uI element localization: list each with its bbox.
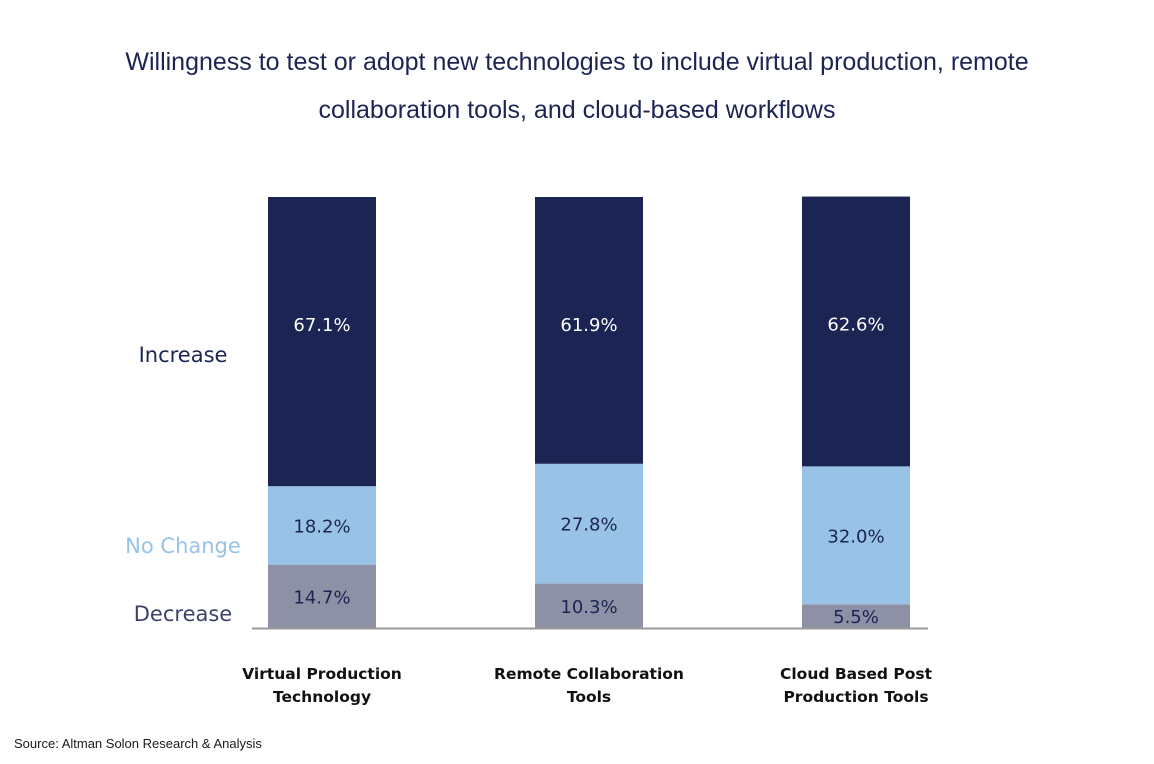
category-label: Tools — [567, 688, 611, 706]
legend-label-increase: Increase — [139, 343, 228, 367]
value-label-no-change: 32.0% — [827, 526, 884, 547]
value-label-increase: 62.6% — [827, 315, 884, 336]
bar-segment-decrease — [802, 604, 910, 628]
value-label-increase: 67.1% — [293, 315, 350, 336]
value-label-no-change: 18.2% — [293, 516, 350, 537]
bar-segment-decrease — [268, 564, 376, 628]
bar-segment-increase — [802, 196, 910, 467]
category-label: Virtual Production — [242, 665, 402, 683]
chart-title-line-2: collaboration tools, and cloud-based wor… — [318, 96, 836, 124]
bar-segment-decrease — [535, 583, 643, 628]
bar-segment-no-change — [802, 466, 910, 605]
bar-segment-increase — [268, 197, 376, 487]
value-label-decrease: 10.3% — [560, 597, 617, 618]
legend-label-decrease: Decrease — [134, 602, 232, 626]
value-label-no-change: 27.8% — [560, 515, 617, 536]
bar-segment-no-change — [535, 463, 643, 584]
category-label: Production Tools — [783, 688, 928, 706]
bar-segment-increase — [535, 197, 643, 464]
category-label: Technology — [273, 688, 371, 706]
category-label: Cloud Based Post — [780, 665, 933, 683]
bar-segment-no-change — [268, 486, 376, 565]
value-label-decrease: 14.7% — [293, 587, 350, 608]
value-label-decrease: 5.5% — [833, 607, 879, 628]
legend-label-no-change: No Change — [125, 534, 241, 558]
value-label-increase: 61.9% — [560, 315, 617, 336]
chart-title: Willingness to test or adopt new technol… — [0, 38, 1154, 134]
source-note: Source: Altman Solon Research & Analysis — [14, 736, 262, 751]
chart-title-line-1: Willingness to test or adopt new technol… — [125, 48, 1029, 76]
category-label: Remote Collaboration — [494, 665, 684, 683]
